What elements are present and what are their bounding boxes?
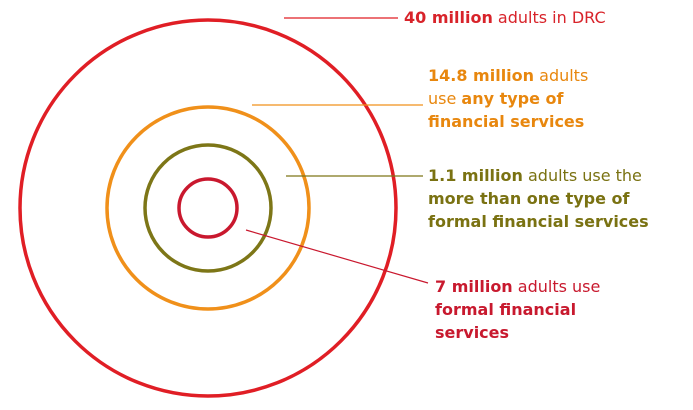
label-multiple-formal-services: 1.1 million adults use the more than one… (428, 164, 649, 233)
label-multiple-bold-3: formal financial services (428, 212, 649, 231)
label-any-count: 14.8 million (428, 66, 535, 85)
leader-line-crimson (245, 229, 429, 284)
circle-all-adults (18, 18, 398, 398)
label-formal-bold-3: services (435, 323, 510, 342)
label-any-financial-services: 14.8 million adults use any type of fina… (428, 64, 588, 133)
label-formal-bold-2: formal financial (435, 300, 577, 319)
label-all-adults-count: 40 million (404, 8, 493, 27)
circle-multiple-formal-services (143, 143, 273, 273)
label-any-text-1: adults (534, 66, 589, 85)
label-multiple-count: 1.1 million (428, 166, 523, 185)
label-any-bold-3: financial services (428, 112, 585, 131)
label-all-adults-text: adults in DRC (492, 8, 606, 27)
label-multiple-text-1: adults use the (522, 166, 642, 185)
label-any-bold-2: any type of (461, 89, 564, 108)
label-formal-text-1: adults use (512, 277, 601, 296)
label-formal-services: 7 million adults use formal financial se… (435, 275, 600, 344)
label-all-adults: 40 million adults in DRC (404, 6, 606, 29)
circle-any-financial-services (105, 105, 311, 311)
label-multiple-bold-2: more than one type of (428, 189, 630, 208)
circle-formal-services (177, 177, 239, 239)
label-formal-count: 7 million (435, 277, 513, 296)
label-any-text-2: use (428, 89, 462, 108)
